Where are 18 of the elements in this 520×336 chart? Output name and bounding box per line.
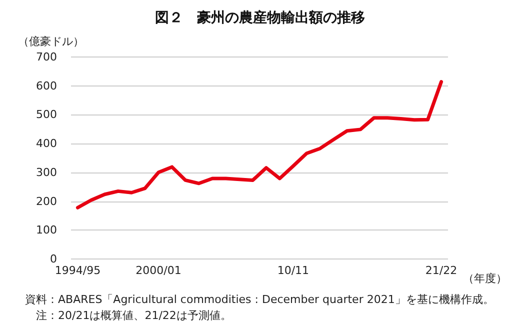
y-tick-label: 500 xyxy=(36,108,57,122)
x-tick-label: 1994/95 xyxy=(54,264,101,277)
y-tick-label: 300 xyxy=(36,166,57,179)
x-tick-label: 10/11 xyxy=(277,264,310,277)
y-tick-label: 600 xyxy=(36,79,57,92)
y-axis-title: （億豪ドル） xyxy=(18,35,84,48)
y-tick-label: 0 xyxy=(50,252,57,266)
text: 資料：ABARES「Agricultural commodities : December quarter 2021」を基に機構作成。 xyxy=(25,293,494,306)
y-tick-label: 400 xyxy=(36,137,57,150)
y-tick-label: 200 xyxy=(36,194,57,208)
x-tick-label: 2000/01 xyxy=(136,264,182,277)
chart-title: 図２ 豪州の農産物輸出額の推移 xyxy=(155,9,365,26)
y-tick-label: 100 xyxy=(36,224,57,237)
y-tick-label: 700 xyxy=(36,50,57,64)
line-series xyxy=(76,80,444,210)
x-tick-label: 21/22 xyxy=(425,264,458,277)
x-axis-title: （年度） xyxy=(463,272,508,285)
text: 注：20/21は概算値、21/22は予測値。 xyxy=(36,309,232,322)
